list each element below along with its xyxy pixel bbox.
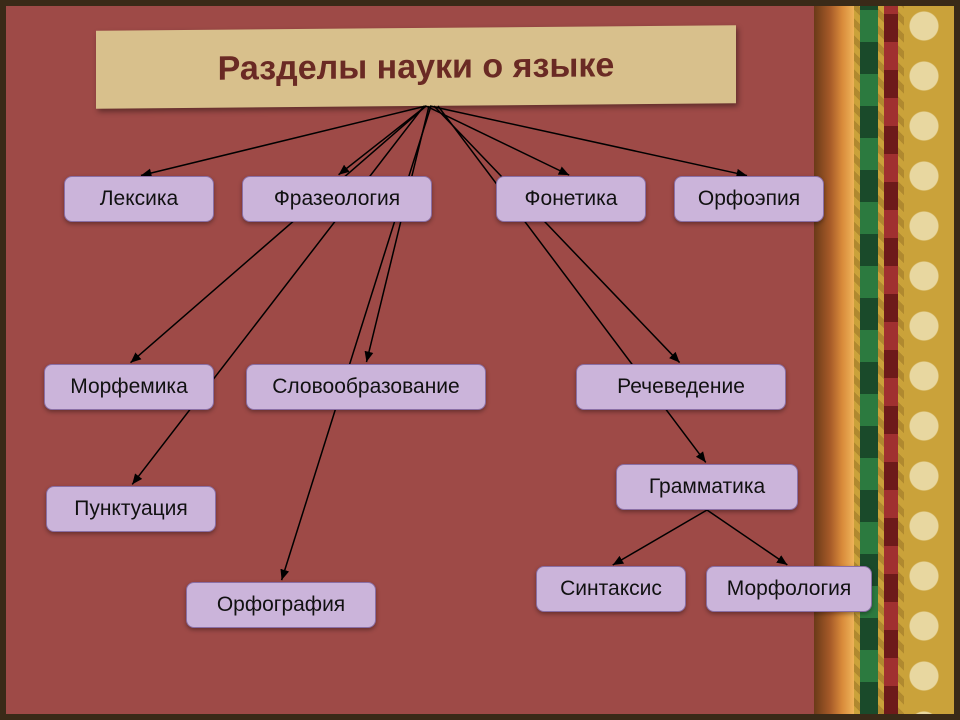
edge-to-orfoe [430,106,747,176]
edge-to-fon [426,106,569,175]
edge-to-lex [141,106,426,176]
node-rech: Речеведение [576,364,786,410]
node-fon: Фонетика [496,176,646,222]
edge-to-slovo [366,106,429,362]
node-lex: Лексика [64,176,214,222]
edge-to-sint [613,510,707,565]
node-orfoe: Орфоэпия [674,176,824,222]
node-gram: Грамматика [616,464,798,510]
edge-to-rech [434,106,680,363]
node-punkt: Пунктуация [46,486,216,532]
edge-to-punkt [132,106,424,484]
node-slovo: Словообразование [246,364,486,410]
edge-to-morfo [707,510,787,565]
edge-to-morfe [131,106,426,363]
title-text: Разделы науки о языке [218,46,615,88]
title-banner: Разделы науки о языке [96,25,736,109]
node-morfe: Морфемика [44,364,214,410]
node-fraz: Фразеология [242,176,432,222]
slide-frame: Разделы науки о языке Лексика Фразеология… [0,0,960,720]
node-morfo: Морфология [706,566,872,612]
node-sint: Синтаксис [536,566,686,612]
node-orfo: Орфография [186,582,376,628]
edge-to-fraz [339,106,426,175]
